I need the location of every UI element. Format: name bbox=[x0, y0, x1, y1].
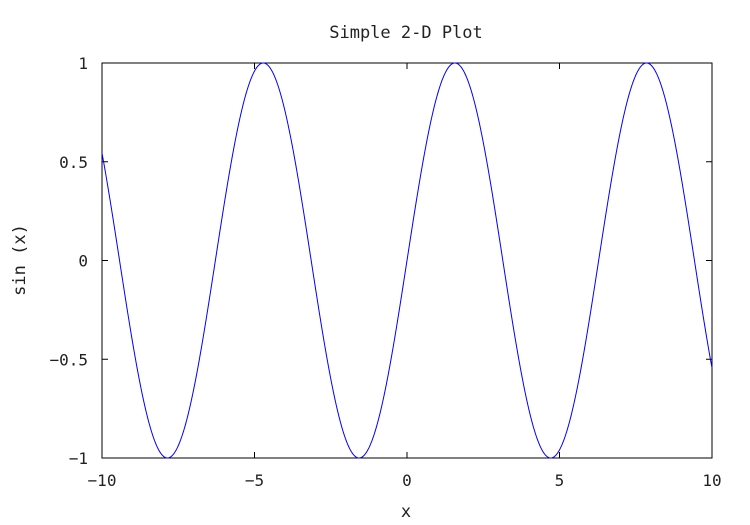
axis-tick-labels: −10 −5 0 5 10 −1 −0.5 0 0.5 1 bbox=[49, 54, 721, 490]
chart-title: Simple 2-D Plot bbox=[329, 23, 483, 43]
y-tick-label: −0.5 bbox=[49, 350, 88, 369]
x-axis-label: x bbox=[401, 502, 411, 522]
sin-series-line bbox=[101, 62, 713, 459]
x-tick-label: −5 bbox=[245, 471, 264, 490]
y-tick-label: 0 bbox=[78, 252, 88, 271]
axis-ticks bbox=[101, 62, 713, 459]
x-tick-label: 10 bbox=[702, 471, 721, 490]
x-tick-label: 5 bbox=[555, 471, 565, 490]
y-tick-label: −1 bbox=[69, 449, 88, 468]
y-tick-label: 0.5 bbox=[59, 153, 88, 172]
y-axis-label: sin (x) bbox=[10, 224, 30, 296]
y-tick-label: 1 bbox=[78, 54, 88, 73]
x-tick-label: 0 bbox=[402, 471, 412, 490]
x-tick-label: −10 bbox=[88, 471, 117, 490]
